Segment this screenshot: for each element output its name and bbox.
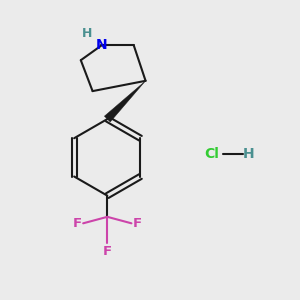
Text: H: H: [243, 147, 254, 161]
Text: H: H: [82, 27, 92, 40]
Text: F: F: [103, 245, 112, 258]
Text: F: F: [133, 217, 142, 230]
Text: F: F: [73, 217, 82, 230]
Text: N: N: [96, 38, 107, 52]
Polygon shape: [104, 81, 146, 122]
Text: Cl: Cl: [204, 147, 219, 161]
